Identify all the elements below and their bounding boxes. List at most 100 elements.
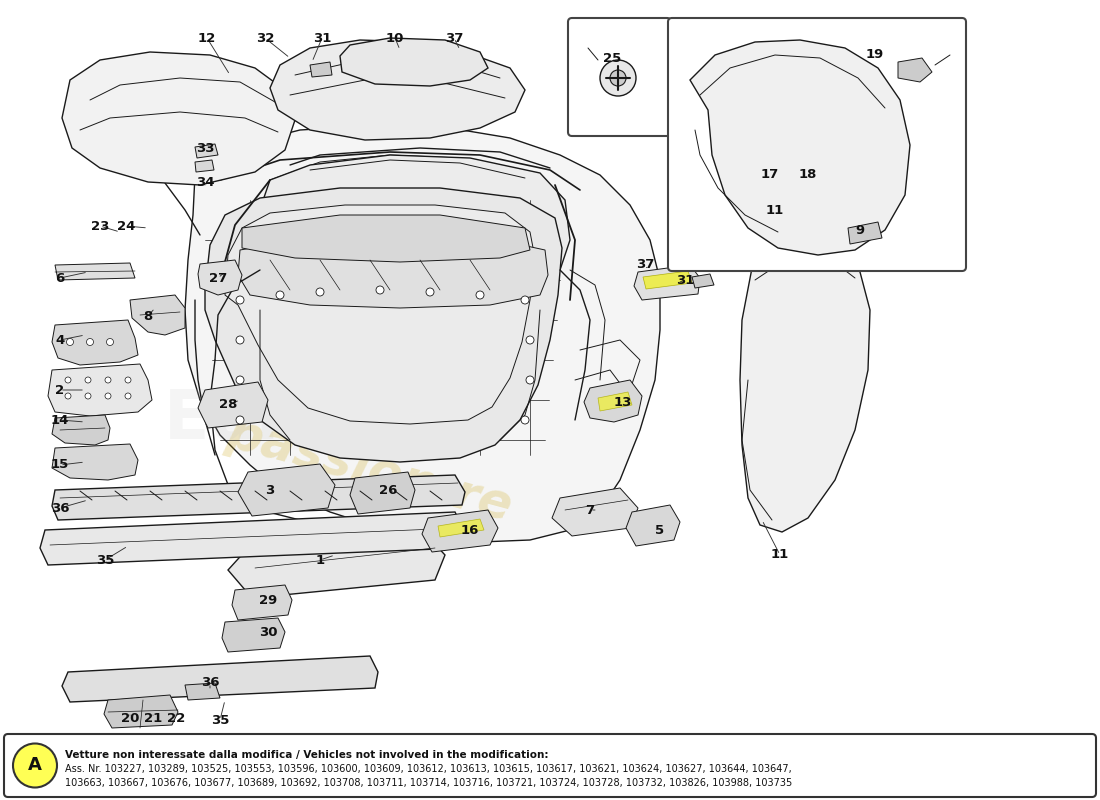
Polygon shape (198, 382, 268, 428)
Text: 11: 11 (771, 549, 789, 562)
FancyBboxPatch shape (668, 18, 966, 271)
Polygon shape (898, 58, 932, 82)
Circle shape (13, 743, 57, 787)
Polygon shape (692, 274, 714, 288)
Text: 10: 10 (386, 31, 404, 45)
Text: 37: 37 (636, 258, 654, 271)
Circle shape (65, 393, 72, 399)
Polygon shape (740, 240, 870, 532)
Polygon shape (52, 444, 138, 480)
FancyBboxPatch shape (4, 734, 1096, 797)
Circle shape (476, 291, 484, 299)
Text: 2: 2 (55, 383, 65, 397)
Circle shape (426, 288, 434, 296)
Text: 31: 31 (312, 31, 331, 45)
Circle shape (600, 60, 636, 96)
Circle shape (236, 376, 244, 384)
Polygon shape (198, 260, 242, 295)
Circle shape (610, 70, 626, 86)
Text: 27: 27 (209, 271, 227, 285)
Text: 19: 19 (866, 49, 884, 62)
Circle shape (104, 377, 111, 383)
Text: 25: 25 (603, 51, 622, 65)
FancyBboxPatch shape (568, 18, 671, 136)
Polygon shape (185, 683, 220, 700)
Polygon shape (226, 205, 535, 424)
Text: 13: 13 (614, 395, 632, 409)
Circle shape (85, 377, 91, 383)
Polygon shape (310, 62, 332, 77)
Text: 34: 34 (196, 175, 214, 189)
Polygon shape (270, 40, 525, 140)
Text: 33: 33 (196, 142, 214, 154)
Circle shape (316, 288, 324, 296)
Text: 29: 29 (258, 594, 277, 606)
Polygon shape (626, 505, 680, 546)
Text: 103663, 103667, 103676, 103677, 103689, 103692, 103708, 103711, 103714, 103716, : 103663, 103667, 103676, 103677, 103689, … (65, 778, 792, 788)
Polygon shape (238, 464, 336, 516)
Polygon shape (350, 472, 415, 514)
Text: 7: 7 (585, 503, 595, 517)
Circle shape (526, 336, 534, 344)
Circle shape (85, 393, 91, 399)
Text: 12: 12 (198, 31, 216, 45)
Polygon shape (340, 38, 488, 86)
Circle shape (236, 336, 244, 344)
Polygon shape (634, 265, 700, 300)
Polygon shape (52, 475, 465, 520)
Text: passion.re: passion.re (222, 409, 518, 531)
Polygon shape (690, 40, 910, 255)
Polygon shape (104, 695, 178, 728)
Text: A: A (29, 757, 42, 774)
Text: 20: 20 (121, 711, 140, 725)
Text: 24: 24 (117, 219, 135, 233)
Text: Vetture non interessate dalla modifica / Vehicles not involved in the modificati: Vetture non interessate dalla modifica /… (65, 750, 549, 760)
Circle shape (107, 338, 113, 346)
Text: 32: 32 (256, 31, 274, 45)
Text: 14: 14 (51, 414, 69, 426)
Polygon shape (584, 380, 642, 422)
Text: 21: 21 (144, 711, 162, 725)
Polygon shape (222, 618, 285, 652)
Text: 15: 15 (51, 458, 69, 471)
Text: 4: 4 (55, 334, 65, 346)
Text: 5: 5 (656, 523, 664, 537)
Polygon shape (422, 510, 498, 552)
Text: 22: 22 (167, 711, 185, 725)
Polygon shape (265, 155, 556, 255)
Polygon shape (232, 585, 292, 620)
Circle shape (521, 296, 529, 304)
Polygon shape (130, 295, 185, 335)
Circle shape (66, 338, 74, 346)
Text: 3: 3 (265, 483, 275, 497)
Text: 35: 35 (211, 714, 229, 726)
Polygon shape (62, 656, 378, 702)
Circle shape (87, 338, 94, 346)
Circle shape (521, 416, 529, 424)
Text: 26: 26 (378, 483, 397, 497)
Text: 35: 35 (96, 554, 114, 566)
Text: 30: 30 (258, 626, 277, 638)
Text: 16: 16 (461, 523, 480, 537)
Text: 9: 9 (856, 223, 865, 237)
Polygon shape (848, 222, 882, 244)
Text: 6: 6 (55, 271, 65, 285)
Circle shape (104, 393, 111, 399)
Polygon shape (185, 125, 660, 542)
Polygon shape (238, 235, 548, 308)
Polygon shape (52, 415, 110, 445)
Polygon shape (62, 52, 295, 185)
Text: 28: 28 (219, 398, 238, 411)
Text: EuroFit: EuroFit (164, 387, 436, 453)
Polygon shape (644, 271, 692, 289)
Circle shape (125, 393, 131, 399)
Text: 18: 18 (799, 169, 817, 182)
Polygon shape (438, 519, 484, 537)
Text: 1: 1 (316, 554, 324, 566)
Polygon shape (48, 364, 152, 416)
Polygon shape (598, 392, 632, 411)
Circle shape (526, 376, 534, 384)
Text: 17: 17 (761, 169, 779, 182)
Polygon shape (195, 160, 214, 172)
Circle shape (236, 416, 244, 424)
